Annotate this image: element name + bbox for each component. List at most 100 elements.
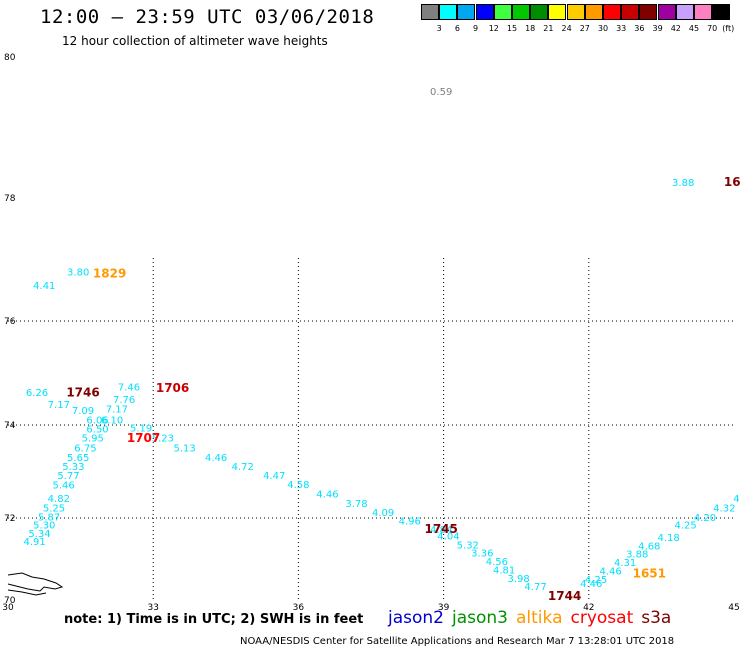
- wave-height-label: 4.25: [674, 521, 696, 532]
- wave-height-label: 4.25: [585, 575, 607, 586]
- wave-height-label: 5.25: [43, 503, 65, 514]
- units-note: note: 1) Time is in UTC; 2) SWH is in fe…: [64, 612, 364, 627]
- color-swatch: [584, 4, 603, 20]
- color-scale-tick: 45: [688, 24, 700, 33]
- wave-height-label: 3.80: [67, 267, 89, 278]
- color-swatch: [639, 4, 658, 20]
- wave-height-label: 7.46: [118, 383, 140, 394]
- wave-height-label: 4.46: [580, 579, 602, 590]
- latitude-tick-label: 74: [4, 421, 16, 431]
- color-scale-tick: 3: [436, 24, 442, 33]
- wave-height-label: 3.98: [507, 574, 529, 585]
- color-scale-tick: 12: [488, 24, 499, 33]
- color-scale-tick: 39: [652, 24, 663, 33]
- color-swatch: [603, 4, 621, 20]
- color-scale-tick: 70: [707, 24, 718, 33]
- wave-height-label: 6.26: [26, 388, 48, 399]
- wave-height-label: 5.23: [152, 434, 174, 445]
- pass-time-label: 1746: [66, 385, 99, 399]
- color-scale-tick: 36: [634, 24, 645, 33]
- wave-height-label: 6.75: [74, 444, 96, 455]
- color-swatch: [621, 4, 640, 20]
- wave-height-label: 3.88: [626, 549, 648, 560]
- wave-height-label: 4.46: [205, 453, 227, 464]
- legend-item-cryosat: cryosat: [570, 608, 634, 628]
- longitude-tick-label: 36: [293, 603, 305, 613]
- pass-time-label: 1744: [548, 589, 581, 603]
- latitude-tick-label: 78: [4, 194, 16, 204]
- pass-time-label: 1829: [93, 266, 126, 280]
- wave-height-label: 5.34: [28, 529, 50, 540]
- wave-height-label: 4.68: [638, 542, 660, 553]
- color-swatch: [712, 4, 731, 20]
- wave-height-label: 5.30: [33, 521, 55, 532]
- pass-time-label: 1745: [424, 522, 457, 536]
- wave-height-label: 3.36: [471, 549, 493, 560]
- wave-height-label: 7.17: [106, 405, 128, 416]
- wave-height-label: 4.56: [486, 557, 508, 568]
- color-swatch: [566, 4, 585, 20]
- wave-height-label: 4.32: [713, 503, 735, 514]
- wave-height-label: 5.77: [57, 471, 79, 482]
- longitude-tick-label: 33: [147, 603, 158, 613]
- wave-height-label: 4.18: [658, 533, 680, 544]
- pass-time-label: 1707: [127, 431, 160, 445]
- pass-time-label: 1706: [156, 381, 189, 395]
- footer-credit: NOAA/NESDIS Center for Satellite Applica…: [240, 636, 675, 647]
- wave-height-label: 6.06: [86, 415, 108, 426]
- wave-height-label: 4.96: [399, 517, 421, 528]
- color-scale-tick: 18: [525, 24, 536, 33]
- color-scale-tick: 33: [616, 24, 627, 33]
- legend-item-s3a: s3a: [641, 608, 672, 628]
- legend-item-jason3: jason3: [452, 608, 508, 628]
- color-swatch: [675, 4, 694, 20]
- color-scale-tick: 6: [454, 24, 460, 33]
- coastline: [7, 589, 47, 596]
- color-swatch: [530, 4, 549, 20]
- wave-height-label: 6.10: [101, 415, 123, 426]
- legend-item-jason2: jason2: [388, 608, 444, 628]
- wave-height-label: 7.76: [113, 395, 135, 406]
- wave-height-label: 5.33: [62, 462, 84, 473]
- wave-height-label: 4.31: [614, 558, 636, 569]
- wave-height-label: 4.81: [493, 565, 515, 576]
- wave-height-label: 3.88: [672, 178, 694, 189]
- color-scale-tick: 30: [597, 24, 609, 33]
- wave-height-label: 4.41: [33, 281, 55, 292]
- latitude-tick-label: 72: [4, 514, 15, 524]
- wave-height-label: 4.72: [232, 462, 254, 473]
- longitude-tick-label: 42: [583, 603, 594, 613]
- wave-height-label: 6.50: [86, 424, 108, 435]
- wave-height-label: 0.59: [430, 87, 452, 98]
- wave-height-label: 7.09: [72, 406, 94, 417]
- wave-height-label: 7.17: [48, 400, 70, 411]
- longitude-tick-label: 39: [438, 603, 450, 613]
- color-scale-tick: 9: [473, 24, 479, 33]
- color-swatch: [694, 4, 712, 20]
- wave-height-label: 5.95: [82, 433, 104, 444]
- wave-height-label: 5.65: [67, 453, 89, 464]
- longitude-tick-label: 45: [728, 603, 739, 613]
- wave-height-label: 4: [733, 494, 739, 505]
- wave-height-label: 4.04: [437, 531, 459, 542]
- wave-height-label: 4.82: [48, 494, 70, 505]
- color-scale-tick: 15: [506, 24, 518, 33]
- wave-height-label: 4.84: [430, 525, 452, 536]
- latitude-tick-label: 76: [4, 317, 16, 327]
- wave-height-label: 4.47: [263, 471, 285, 482]
- longitude-tick-label: 30: [2, 603, 14, 613]
- wave-height-label: 5.19: [130, 424, 152, 435]
- color-swatch: [657, 4, 676, 20]
- color-swatch: [512, 4, 530, 20]
- color-scale-tick: 21: [543, 24, 554, 33]
- wave-height-label: 4.09: [372, 508, 394, 519]
- wave-height-label: 4.91: [23, 537, 45, 548]
- color-swatch: [475, 4, 494, 20]
- latitude-tick-label: 70: [4, 596, 16, 606]
- wave-height-label: 5.13: [174, 444, 196, 455]
- color-scale-unit: (ft): [722, 24, 735, 33]
- color-swatch: [457, 4, 476, 20]
- wave-height-label: 4.58: [287, 480, 309, 491]
- color-scale-tick: 42: [670, 24, 681, 33]
